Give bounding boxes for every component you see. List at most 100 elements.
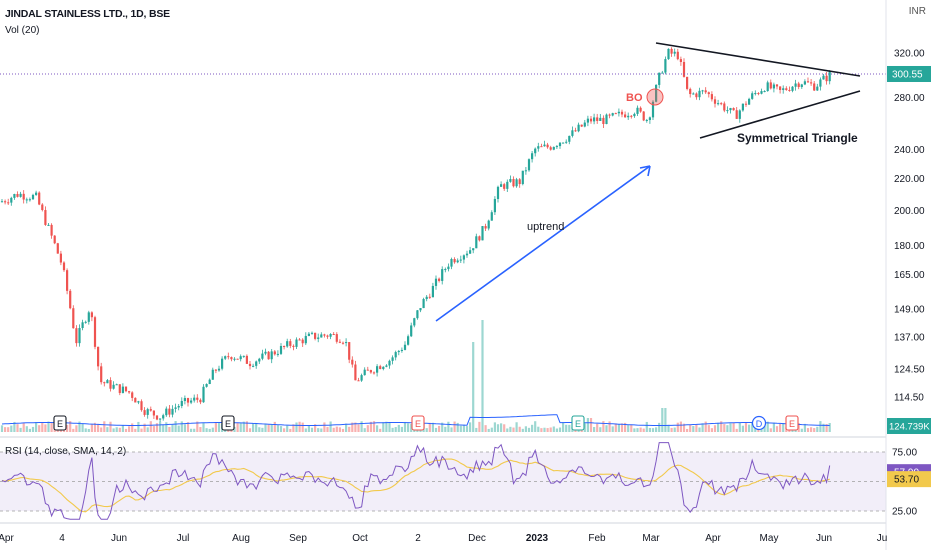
volume-bar — [376, 425, 379, 432]
volume-bar — [128, 426, 131, 432]
volume-bar — [329, 421, 332, 432]
volume-bar — [193, 428, 196, 432]
volume-bar — [242, 421, 245, 432]
candle-body — [183, 398, 186, 401]
candle-body — [360, 375, 363, 381]
candle-body — [552, 147, 555, 150]
candle-body — [521, 170, 524, 185]
candle-body — [493, 198, 496, 213]
candle-body — [701, 90, 704, 92]
candle-body — [744, 103, 748, 105]
volume-bar — [617, 424, 620, 432]
candle-body — [599, 117, 602, 121]
volume-bar — [431, 422, 434, 432]
candle-body — [25, 199, 28, 201]
candle-body — [788, 89, 791, 91]
earnings-marker-letter: E — [225, 419, 231, 429]
volume-bar — [537, 426, 540, 432]
volume-bar — [469, 422, 472, 432]
candle-body — [13, 194, 16, 198]
y-tick-label: 180.00 — [894, 241, 925, 252]
candle-body — [351, 359, 354, 365]
candle-body — [283, 345, 286, 347]
volume-bar — [602, 421, 605, 432]
candle-body — [518, 179, 521, 185]
volume-bar — [704, 421, 707, 432]
candle-body — [481, 226, 484, 241]
candle-body — [323, 334, 326, 336]
x-tick-label: 2023 — [526, 533, 549, 544]
volume-bar — [152, 426, 155, 432]
y-tick-label: 149.00 — [894, 304, 925, 315]
volume-bar — [636, 428, 639, 432]
earnings-marker-letter: E — [789, 419, 795, 429]
volume-bar — [323, 422, 326, 432]
candle-body — [679, 59, 682, 62]
candle-body — [193, 397, 196, 401]
volume-bar — [518, 426, 521, 432]
candle-body — [763, 91, 766, 93]
candle-body — [779, 86, 782, 90]
candle-body — [772, 84, 775, 89]
candle-body — [704, 90, 707, 93]
candle-body — [726, 110, 729, 112]
volume-bar — [475, 427, 478, 432]
volume-bar — [341, 428, 345, 432]
candle-body — [134, 397, 137, 403]
volume-bar — [828, 423, 831, 432]
candle-body — [794, 83, 797, 87]
candle-body — [555, 146, 558, 148]
volume-bar — [140, 428, 143, 432]
candle-body — [255, 361, 258, 366]
volume-bar — [100, 427, 103, 432]
candle-body — [50, 224, 53, 236]
candle-body — [574, 130, 577, 132]
volume-bar — [447, 421, 450, 432]
candle-body — [717, 103, 720, 105]
candle-body — [506, 181, 509, 189]
volume-bar — [69, 421, 72, 432]
candle-body — [261, 353, 264, 359]
candle-body — [447, 266, 450, 270]
candle-body — [47, 224, 50, 226]
volume-bar — [552, 426, 555, 432]
volume-bar — [84, 428, 87, 432]
candle-body — [162, 415, 165, 419]
candle-body — [196, 397, 199, 400]
y-tick-label: 114.50 — [894, 393, 924, 404]
candle-body — [459, 259, 462, 261]
candle-body — [199, 399, 202, 403]
candle-body — [276, 353, 279, 355]
volume-bar — [273, 421, 276, 432]
candle-body — [438, 278, 441, 281]
candle-body — [636, 107, 639, 114]
candle-body — [425, 296, 428, 300]
candle-body — [84, 321, 87, 323]
candle-body — [534, 148, 537, 154]
candle-body — [301, 339, 304, 344]
volume-bar — [159, 421, 162, 432]
candle-body — [444, 269, 447, 271]
candle-body — [806, 81, 810, 83]
dividend-marker-circle — [751, 415, 767, 431]
volume-bar — [450, 427, 453, 432]
volume-bar — [589, 418, 593, 432]
volume-bar — [816, 426, 819, 432]
volume-bar — [472, 342, 475, 432]
volume-bar — [732, 422, 735, 432]
candle-body — [686, 76, 689, 89]
candle-body — [369, 370, 372, 373]
volume-value-tag — [887, 418, 931, 434]
candle-body — [540, 146, 543, 148]
volume-bar — [825, 424, 828, 432]
candle-body — [642, 111, 645, 121]
candle-body — [549, 147, 552, 150]
candle-body — [496, 186, 500, 199]
candle-body — [729, 108, 732, 111]
volume-bar — [661, 408, 664, 432]
rsi-tick-label: 75.00 — [892, 448, 917, 459]
candle-body — [72, 308, 75, 329]
volume-bar — [543, 427, 546, 432]
candle-body — [614, 113, 617, 115]
candle-body — [143, 410, 146, 415]
